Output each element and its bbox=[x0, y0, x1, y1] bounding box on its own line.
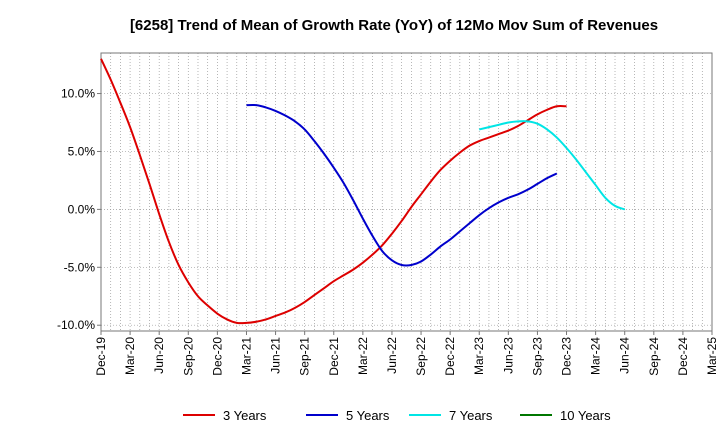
x-axis: Dec-19 Mar-20 Jun-20 Sep-20 Dec-20 Mar-21 Jun-… bbox=[94, 331, 719, 376]
legend-label-3-years: 3 Years bbox=[223, 408, 267, 423]
y-tick-label: -10.0% bbox=[57, 318, 95, 332]
legend-label-10-years: 10 Years bbox=[560, 408, 611, 423]
x-tick-label: Dec-20 bbox=[210, 337, 224, 376]
x-tick-label: Mar-23 bbox=[472, 337, 486, 375]
x-tick-label: Sep-23 bbox=[530, 337, 544, 376]
x-tick-label: Sep-22 bbox=[414, 337, 428, 376]
x-tick-label: Dec-19 bbox=[94, 337, 108, 376]
x-tick-label: Jun-22 bbox=[385, 337, 399, 374]
x-tick-label: Jun-21 bbox=[269, 337, 283, 374]
x-tick-label: Dec-21 bbox=[327, 337, 341, 376]
legend-label-5-years: 5 Years bbox=[346, 408, 390, 423]
x-tick-label: Mar-21 bbox=[239, 337, 253, 375]
y-tick-label: 10.0% bbox=[61, 87, 95, 101]
x-tick-label: Jun-23 bbox=[501, 337, 515, 374]
series-layer bbox=[100, 58, 626, 325]
y-tick-label: -5.0% bbox=[64, 260, 96, 274]
series-line-7-years bbox=[479, 120, 626, 211]
x-tick-label: Sep-20 bbox=[181, 337, 195, 376]
chart-title: [6258] Trend of Mean of Growth Rate (YoY… bbox=[130, 17, 658, 34]
x-tick-label: Mar-24 bbox=[589, 337, 603, 375]
y-tick-label: 0.0% bbox=[68, 202, 96, 216]
x-tick-label: Mar-25 bbox=[705, 337, 719, 375]
x-tick-label: Sep-24 bbox=[647, 337, 661, 376]
x-tick-label: Sep-21 bbox=[298, 337, 312, 376]
x-tick-label: Mar-22 bbox=[356, 337, 370, 375]
x-tick-label: Jun-24 bbox=[618, 337, 632, 374]
x-tick-label: Dec-22 bbox=[443, 337, 457, 376]
x-tick-label: Dec-23 bbox=[560, 337, 574, 376]
x-tick-label: Jun-20 bbox=[152, 337, 166, 374]
x-tick-label: Dec-24 bbox=[676, 337, 690, 376]
legend: 3 Years 5 Years 7 Years 10 Years bbox=[183, 408, 611, 423]
x-tick-label: Mar-20 bbox=[123, 337, 137, 375]
legend-label-7-years: 7 Years bbox=[449, 408, 493, 423]
grid bbox=[101, 53, 712, 331]
y-tick-label: 5.0% bbox=[68, 144, 96, 158]
y-axis: 10.0% 5.0% 0.0% -5.0% -10.0% bbox=[57, 87, 101, 332]
plot-area bbox=[100, 52, 713, 332]
series-line-3-years bbox=[100, 58, 567, 325]
series-line-5-years bbox=[246, 103, 558, 267]
